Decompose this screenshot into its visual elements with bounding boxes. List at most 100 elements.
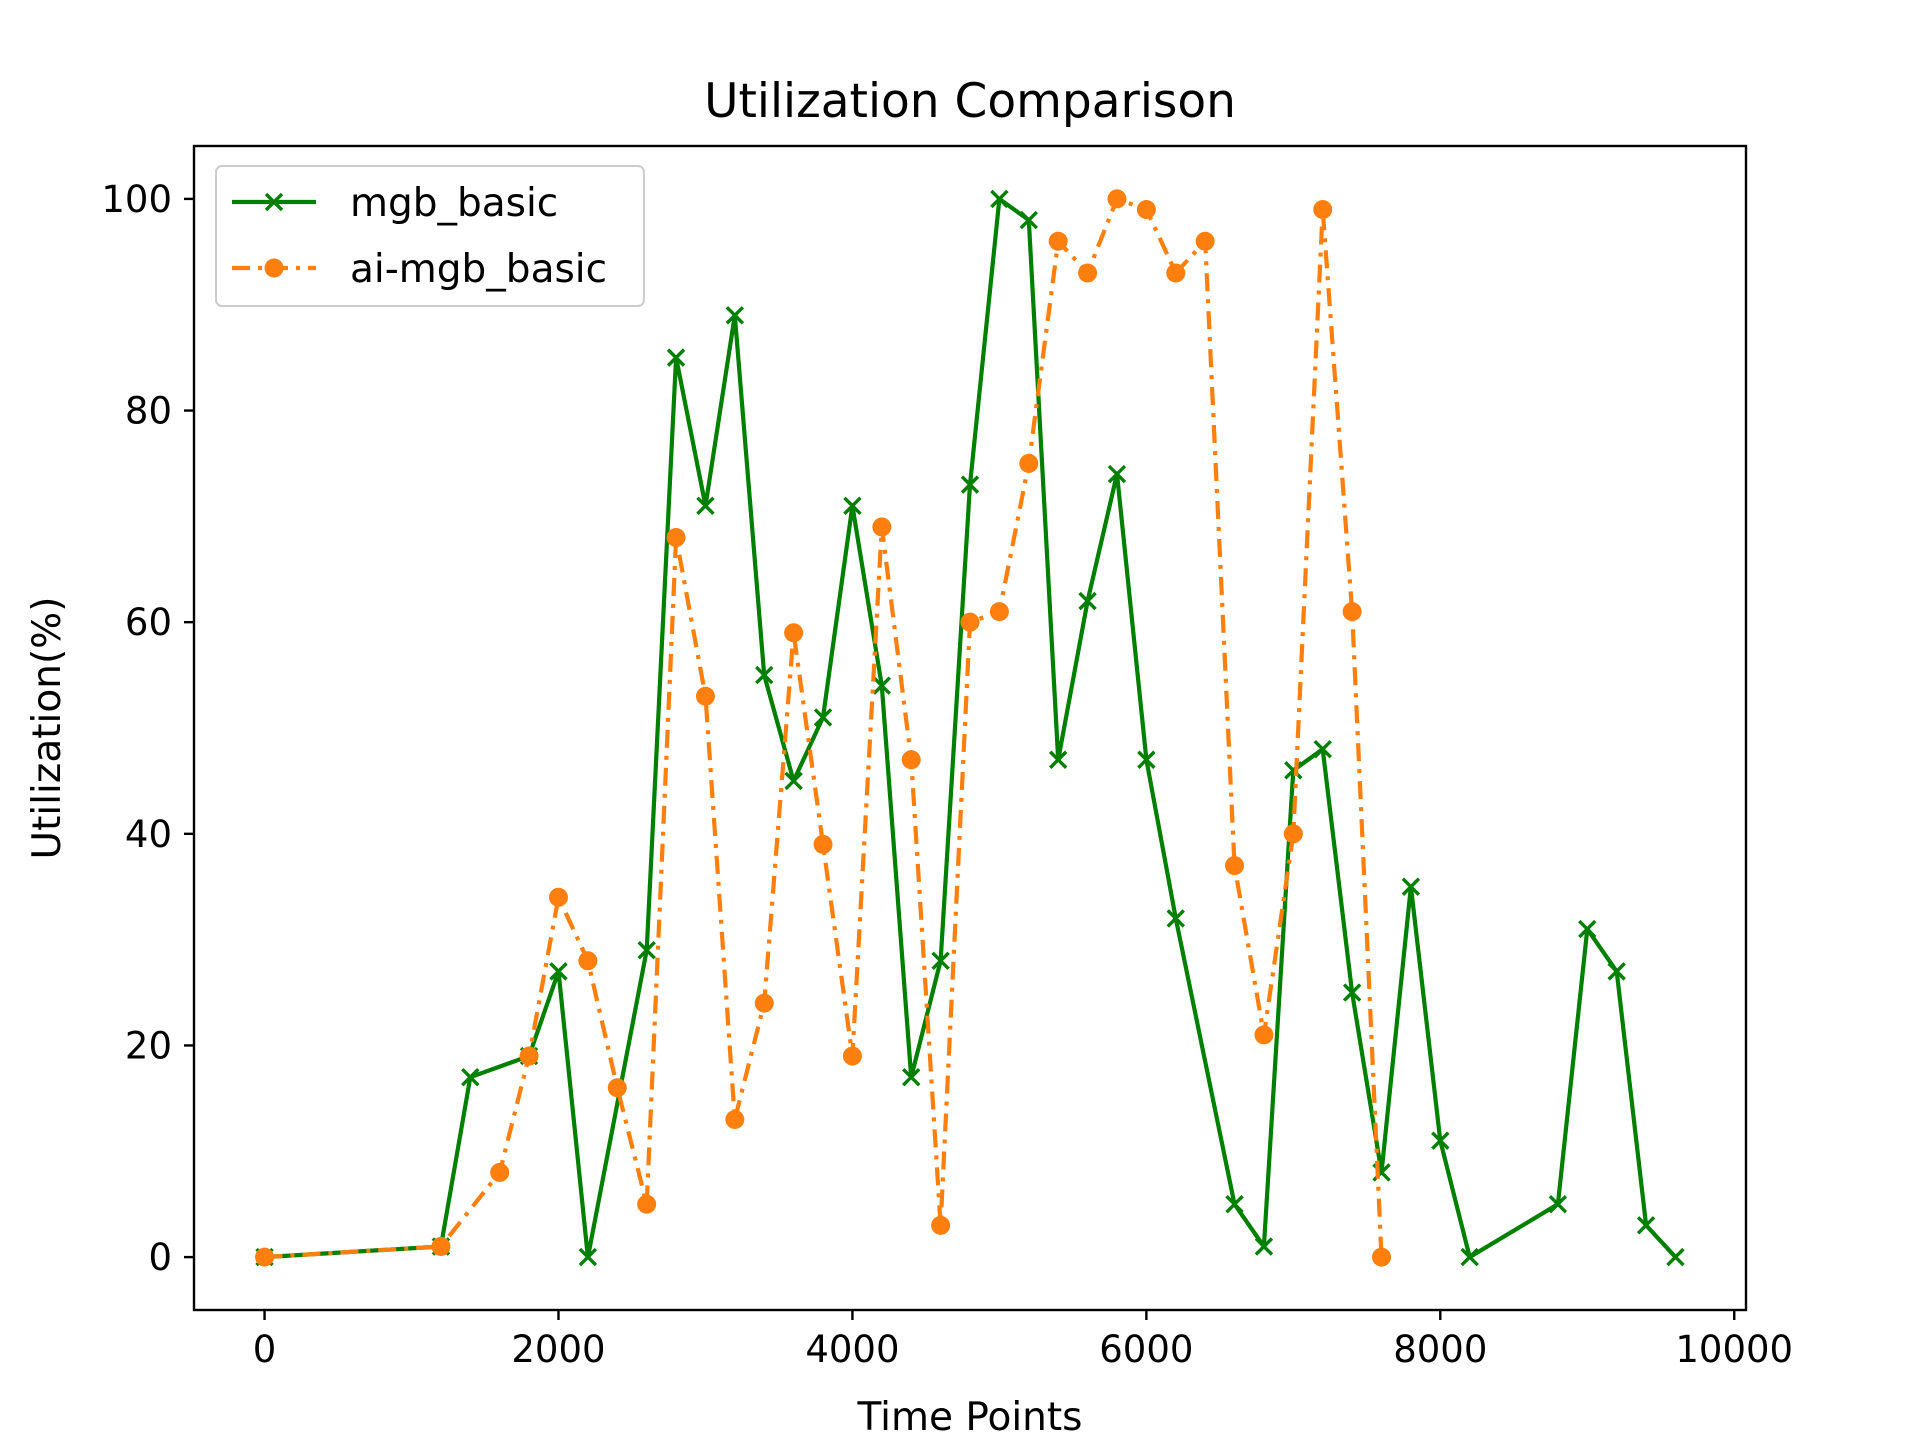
data-point-ai-mgb-basic [519, 1046, 539, 1066]
x-axis-label: Time Points [857, 1395, 1083, 1440]
x-marker-stroke [813, 708, 833, 727]
data-point-mgb-basic [1313, 739, 1332, 759]
legend-frame [215, 165, 645, 307]
x-tick-label: 8000 [1393, 1328, 1487, 1371]
data-point-mgb-basic [1666, 1247, 1685, 1267]
data-point-mgb-basic [1401, 877, 1421, 896]
x-marker-stroke [1254, 1237, 1274, 1256]
x-marker-stroke [1284, 761, 1303, 780]
data-point-mgb-basic [1284, 761, 1303, 780]
x-marker-stroke [1078, 591, 1097, 611]
data-point-mgb-basic [637, 941, 656, 960]
y-tick-label: 20 [125, 1024, 172, 1067]
x-marker-stroke [1548, 1194, 1568, 1214]
data-point-mgb-basic [578, 1247, 598, 1267]
data-point-ai-mgb-basic [1283, 824, 1303, 844]
plot-area: 0 2000 4000 6000 8000 10000 0 20 40 60 80 100 [101, 144, 1793, 1371]
x-marker-stroke [637, 941, 656, 960]
data-point-ai-mgb-basic [490, 1162, 510, 1182]
data-point-mgb-basic [1342, 983, 1362, 1002]
x-marker-stroke [1048, 750, 1068, 769]
x-marker-stroke [931, 951, 950, 971]
x-marker-stroke [1166, 909, 1185, 928]
x-tick-label: 6000 [1099, 1328, 1193, 1371]
data-point-ai-mgb-basic [960, 612, 980, 632]
data-point-ai-mgb-basic [695, 686, 715, 706]
data-point-ai-mgb-basic [1078, 263, 1098, 283]
data-point-ai-mgb-basic [1342, 602, 1362, 622]
y-tick-label: 80 [125, 390, 172, 433]
data-point-mgb-basic [990, 189, 1009, 209]
data-point-ai-mgb-basic [637, 1194, 657, 1214]
x-marker-stroke [1607, 962, 1626, 981]
data-point-ai-mgb-basic [255, 1247, 275, 1267]
chart-title: Utilization Comparison [704, 74, 1236, 129]
data-point-ai-mgb-basic [1372, 1247, 1392, 1267]
x-tick-label: 2000 [511, 1328, 605, 1371]
data-point-ai-mgb-basic [989, 602, 1009, 622]
x-marker-stroke [1578, 919, 1597, 939]
data-point-ai-mgb-basic [784, 623, 804, 643]
x-marker-stroke [1019, 210, 1038, 230]
data-point-ai-mgb-basic [1313, 199, 1333, 219]
x-marker-stroke [1401, 877, 1421, 896]
data-point-mgb-basic [461, 1067, 480, 1087]
data-point-ai-mgb-basic [901, 750, 921, 770]
data-point-mgb-basic [725, 306, 745, 325]
legend-marker-ai-mgb-basic [264, 258, 284, 278]
data-point-mgb-basic [843, 496, 862, 515]
x-marker-stroke [902, 1067, 921, 1087]
y-tick-label: 0 [148, 1236, 172, 1279]
data-point-ai-mgb-basic [842, 1046, 862, 1066]
x-tick-label: 0 [253, 1328, 277, 1371]
x-marker-stroke [1460, 1247, 1479, 1267]
data-point-mgb-basic [1548, 1194, 1568, 1214]
x-marker-stroke [461, 1067, 480, 1087]
x-marker-stroke [696, 496, 715, 515]
data-point-ai-mgb-basic [1107, 189, 1127, 209]
data-point-mgb-basic [666, 348, 686, 367]
data-point-ai-mgb-basic [578, 951, 598, 971]
data-point-ai-mgb-basic [1254, 1025, 1274, 1045]
legend-label-mgb-basic: mgb_basic [350, 181, 558, 226]
x-marker-stroke [1431, 1131, 1450, 1150]
data-point-ai-mgb-basic [725, 1110, 745, 1130]
data-point-mgb-basic [813, 708, 833, 727]
x-marker-stroke [1137, 750, 1156, 769]
x-marker-stroke [872, 676, 892, 695]
x-marker-stroke [264, 192, 284, 212]
data-point-ai-mgb-basic [931, 1215, 951, 1235]
x-marker-stroke [578, 1247, 598, 1267]
data-point-ai-mgb-basic [1136, 199, 1156, 219]
data-point-ai-mgb-basic [548, 887, 568, 907]
x-marker-stroke [725, 306, 745, 325]
data-point-ai-mgb-basic [607, 1078, 627, 1098]
x-marker-stroke [1666, 1247, 1685, 1267]
data-point-ai-mgb-basic [1225, 856, 1245, 876]
data-point-mgb-basic [1578, 919, 1597, 939]
data-point-mgb-basic [1254, 1237, 1274, 1256]
data-point-mgb-basic [549, 962, 568, 981]
x-tick-label: 10000 [1675, 1328, 1793, 1371]
x-marker-stroke [1107, 464, 1127, 484]
y-tick-label: 100 [101, 178, 172, 221]
data-point-mgb-basic [1166, 909, 1185, 928]
x-marker-stroke [666, 348, 686, 367]
data-point-ai-mgb-basic [1195, 231, 1215, 251]
x-marker-stroke [990, 189, 1009, 209]
data-point-ai-mgb-basic [754, 993, 774, 1013]
legend: mgb_basic ai-mgb_basic [215, 165, 645, 307]
data-point-mgb-basic [1078, 591, 1097, 611]
x-marker-stroke [1636, 1216, 1656, 1235]
x-marker-stroke [784, 771, 803, 791]
x-marker-stroke [549, 962, 568, 981]
data-point-mgb-basic [1137, 750, 1156, 769]
data-point-ai-mgb-basic [1048, 231, 1068, 251]
x-marker-stroke [960, 475, 980, 494]
x-tick-label: 4000 [805, 1328, 899, 1371]
x-marker-stroke [843, 496, 862, 515]
data-point-mgb-basic [960, 475, 980, 494]
axes-frame [192, 144, 1748, 1312]
data-point-mgb-basic [1225, 1194, 1244, 1214]
